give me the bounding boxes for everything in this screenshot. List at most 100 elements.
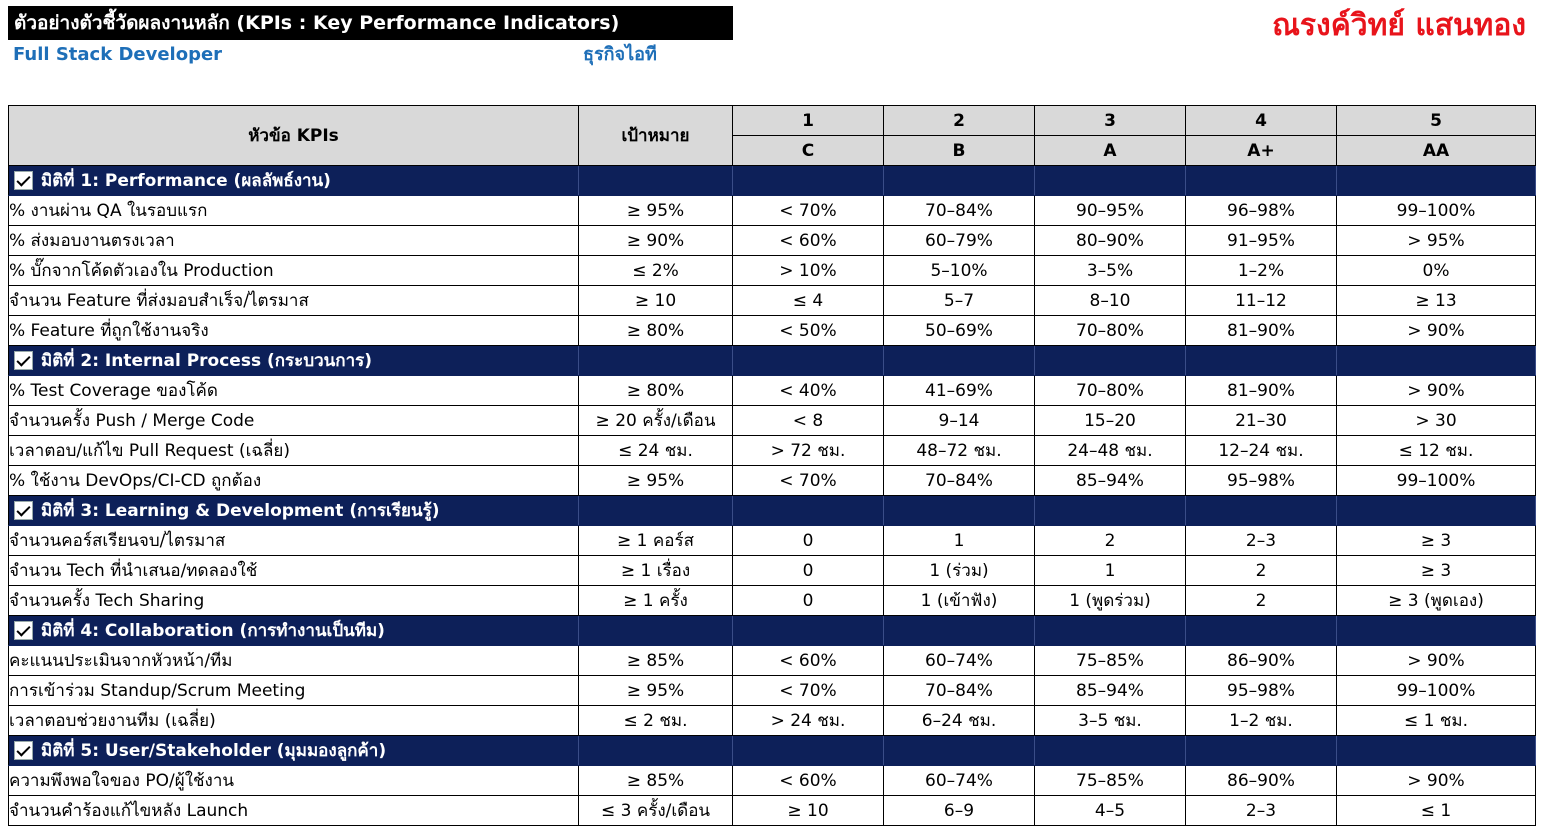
level-5-cell: 99–100% [1336,675,1536,706]
table-row: จำนวน Feature ที่ส่งมอบสำเร็จ/ไตรมาส ≥ 10… [8,285,1536,316]
table-row: % Test Coverage ของโค้ด ≥ 80% < 40% 41–69% 7… [8,375,1536,406]
kpi-name-cell: เวลาตอบช่วยงานทีม (เฉลี่ย) [8,705,579,736]
page-title: ตัวอย่างตัวชี้วัดผลงานหลัก (KPIs : Key P… [8,6,733,40]
level-4-cell: 96–98% [1185,195,1337,226]
level-4-cell: 2 [1185,585,1337,616]
kpi-name-cell: จำนวนคอร์สเรียนจบ/ไตรมาส [8,525,579,556]
section-empty-cell [732,495,884,526]
section-empty-cell [578,495,733,526]
section-empty-cell [1185,345,1337,376]
kpi-table: หัวข้อ KPIs เป้าหมาย 1 2 3 4 5 C B A A+ … [8,105,1536,826]
level-1-cell: 0 [732,555,884,586]
kpi-target-cell: ≥ 10 [578,285,733,316]
checkbox-checked-icon [14,620,33,640]
level-1-cell: 0 [732,585,884,616]
section-label: มิติที่ 2: Internal Process (กระบวนการ) [10,347,373,374]
kpi-name-cell: % ส่งมอบงานตรงเวลา [8,225,579,256]
level-1-cell: < 8 [732,405,884,436]
table-row: จำนวนครั้ง Tech Sharing ≥ 1 ครั้ง 0 1 (เข้า… [8,585,1536,616]
section-title: มิติที่ 2: Internal Process (กระบวนการ) [41,350,373,371]
section-empty-cell [732,615,884,646]
level-4-cell: 2–3 [1185,525,1337,556]
kpi-name-cell: % Test Coverage ของโค้ด [8,375,579,406]
level-1-cell: ≤ 4 [732,285,884,316]
section-empty-cell [732,735,884,766]
section-title-cell: มิติที่ 3: Learning & Development (การเร… [8,495,579,526]
level-1-cell: < 60% [732,765,884,796]
table-row: เวลาตอบช่วยงานทีม (เฉลี่ย) ≤ 2 ชม. > 24 ชม… [8,705,1536,736]
section-label: มิติที่ 4: Collaboration (การทำงานเป็นที… [10,617,385,644]
grade-a-badge: A [1034,135,1186,166]
section-empty-cell [732,165,884,196]
section-empty-cell [732,345,884,376]
level-2-cell: 1 (ร่วม) [883,555,1035,586]
level-4-cell: 1–2% [1185,255,1337,286]
kpi-name-cell: จำนวน Feature ที่ส่งมอบสำเร็จ/ไตรมาส [8,285,579,316]
section-empty-cell [883,165,1035,196]
table-row: เวลาตอบ/แก้ไข Pull Request (เฉลี่ย) ≤ 24 … [8,435,1536,466]
level-3-cell: 8–10 [1034,285,1186,316]
checkbox-checked-icon [14,500,33,520]
level-1-cell: < 70% [732,465,884,496]
level-5-cell: > 90% [1336,375,1536,406]
level-5-cell: ≤ 1 [1336,795,1536,826]
section-empty-cell [1034,345,1186,376]
section-empty-cell [883,345,1035,376]
kpi-name-cell: คะแนนประเมินจากหัวหน้า/ทีม [8,645,579,676]
level-1-cell: > 72 ชม. [732,435,884,466]
level-3-cell: 15–20 [1034,405,1186,436]
section-title-cell: มิติที่ 4: Collaboration (การทำงานเป็นที… [8,615,579,646]
level-4-cell: 86–90% [1185,765,1337,796]
table-row: % บั๊กจากโค้ดตัวเองใน Production ≤ 2% > 10… [8,255,1536,286]
level-3-cell: 24–48 ชม. [1034,435,1186,466]
level-5-number: 5 [1336,105,1536,136]
kpi-column-header: หัวข้อ KPIs [8,105,579,166]
grade-c-badge: C [732,135,884,166]
level-1-cell: > 24 ชม. [732,705,884,736]
level-2-cell: 9–14 [883,405,1035,436]
section-empty-cell [578,345,733,376]
level-5-cell: ≥ 3 [1336,525,1536,556]
section-empty-cell [1336,495,1536,526]
level-2-cell: 48–72 ชม. [883,435,1035,466]
level-5-cell: 99–100% [1336,195,1536,226]
level-4-cell: 95–98% [1185,675,1337,706]
kpi-name-cell: % บั๊กจากโค้ดตัวเองใน Production [8,255,579,286]
section-title: มิติที่ 3: Learning & Development (การเร… [41,500,440,521]
kpi-name-cell: จำนวนคำร้องแก้ไขหลัง Launch [8,795,579,826]
level-5-cell: > 30 [1336,405,1536,436]
level-4-number: 4 [1185,105,1337,136]
kpi-target-cell: ≥ 80% [578,375,733,406]
level-1-cell: ≥ 10 [732,795,884,826]
kpi-target-cell: ≥ 80% [578,315,733,346]
level-2-cell: 50–69% [883,315,1035,346]
kpi-target-cell: ≥ 95% [578,675,733,706]
target-column-header: เป้าหมาย [578,105,733,166]
level-4-cell: 1–2 ชม. [1185,705,1337,736]
level-5-cell: ≥ 3 (พูดเอง) [1336,585,1536,616]
checkbox-checked-icon [14,740,33,760]
table-row: จำนวนครั้ง Push / Merge Code ≥ 20 ครั้ง/เ… [8,405,1536,436]
section-empty-cell [1034,615,1186,646]
level-1-cell: < 50% [732,315,884,346]
grade-aa-badge: AA [1336,135,1536,166]
level-2-cell: 5–7 [883,285,1035,316]
level-2-cell: 60–74% [883,645,1035,676]
level-1-cell: > 10% [732,255,884,286]
level-3-cell: 4–5 [1034,795,1186,826]
kpi-target-cell: ≥ 1 ครั้ง [578,585,733,616]
level-3-cell: 90–95% [1034,195,1186,226]
kpi-table-body: มิติที่ 1: Performance (ผลลัพธ์งาน) % งาน… [8,165,1536,826]
author-name: ณรงค์วิทย์ แสนทอง [1272,8,1526,43]
level-3-cell: 3–5 ชม. [1034,705,1186,736]
section-label: มิติที่ 3: Learning & Development (การเร… [10,497,440,524]
section-empty-cell [1336,165,1536,196]
table-row: จำนวน Tech ที่นำเสนอ/ทดลองใช้ ≥ 1 เรื่อง 0… [8,555,1536,586]
section-header-row: มิติที่ 5: User/Stakeholder (มุมมองลูกค้… [8,735,1536,766]
section-title-cell: มิติที่ 2: Internal Process (กระบวนการ) [8,345,579,376]
grade-b-badge: B [883,135,1035,166]
level-5-cell: 0% [1336,255,1536,286]
section-empty-cell [883,735,1035,766]
level-3-cell: 70–80% [1034,375,1186,406]
section-title: มิติที่ 1: Performance (ผลลัพธ์งาน) [41,170,331,191]
